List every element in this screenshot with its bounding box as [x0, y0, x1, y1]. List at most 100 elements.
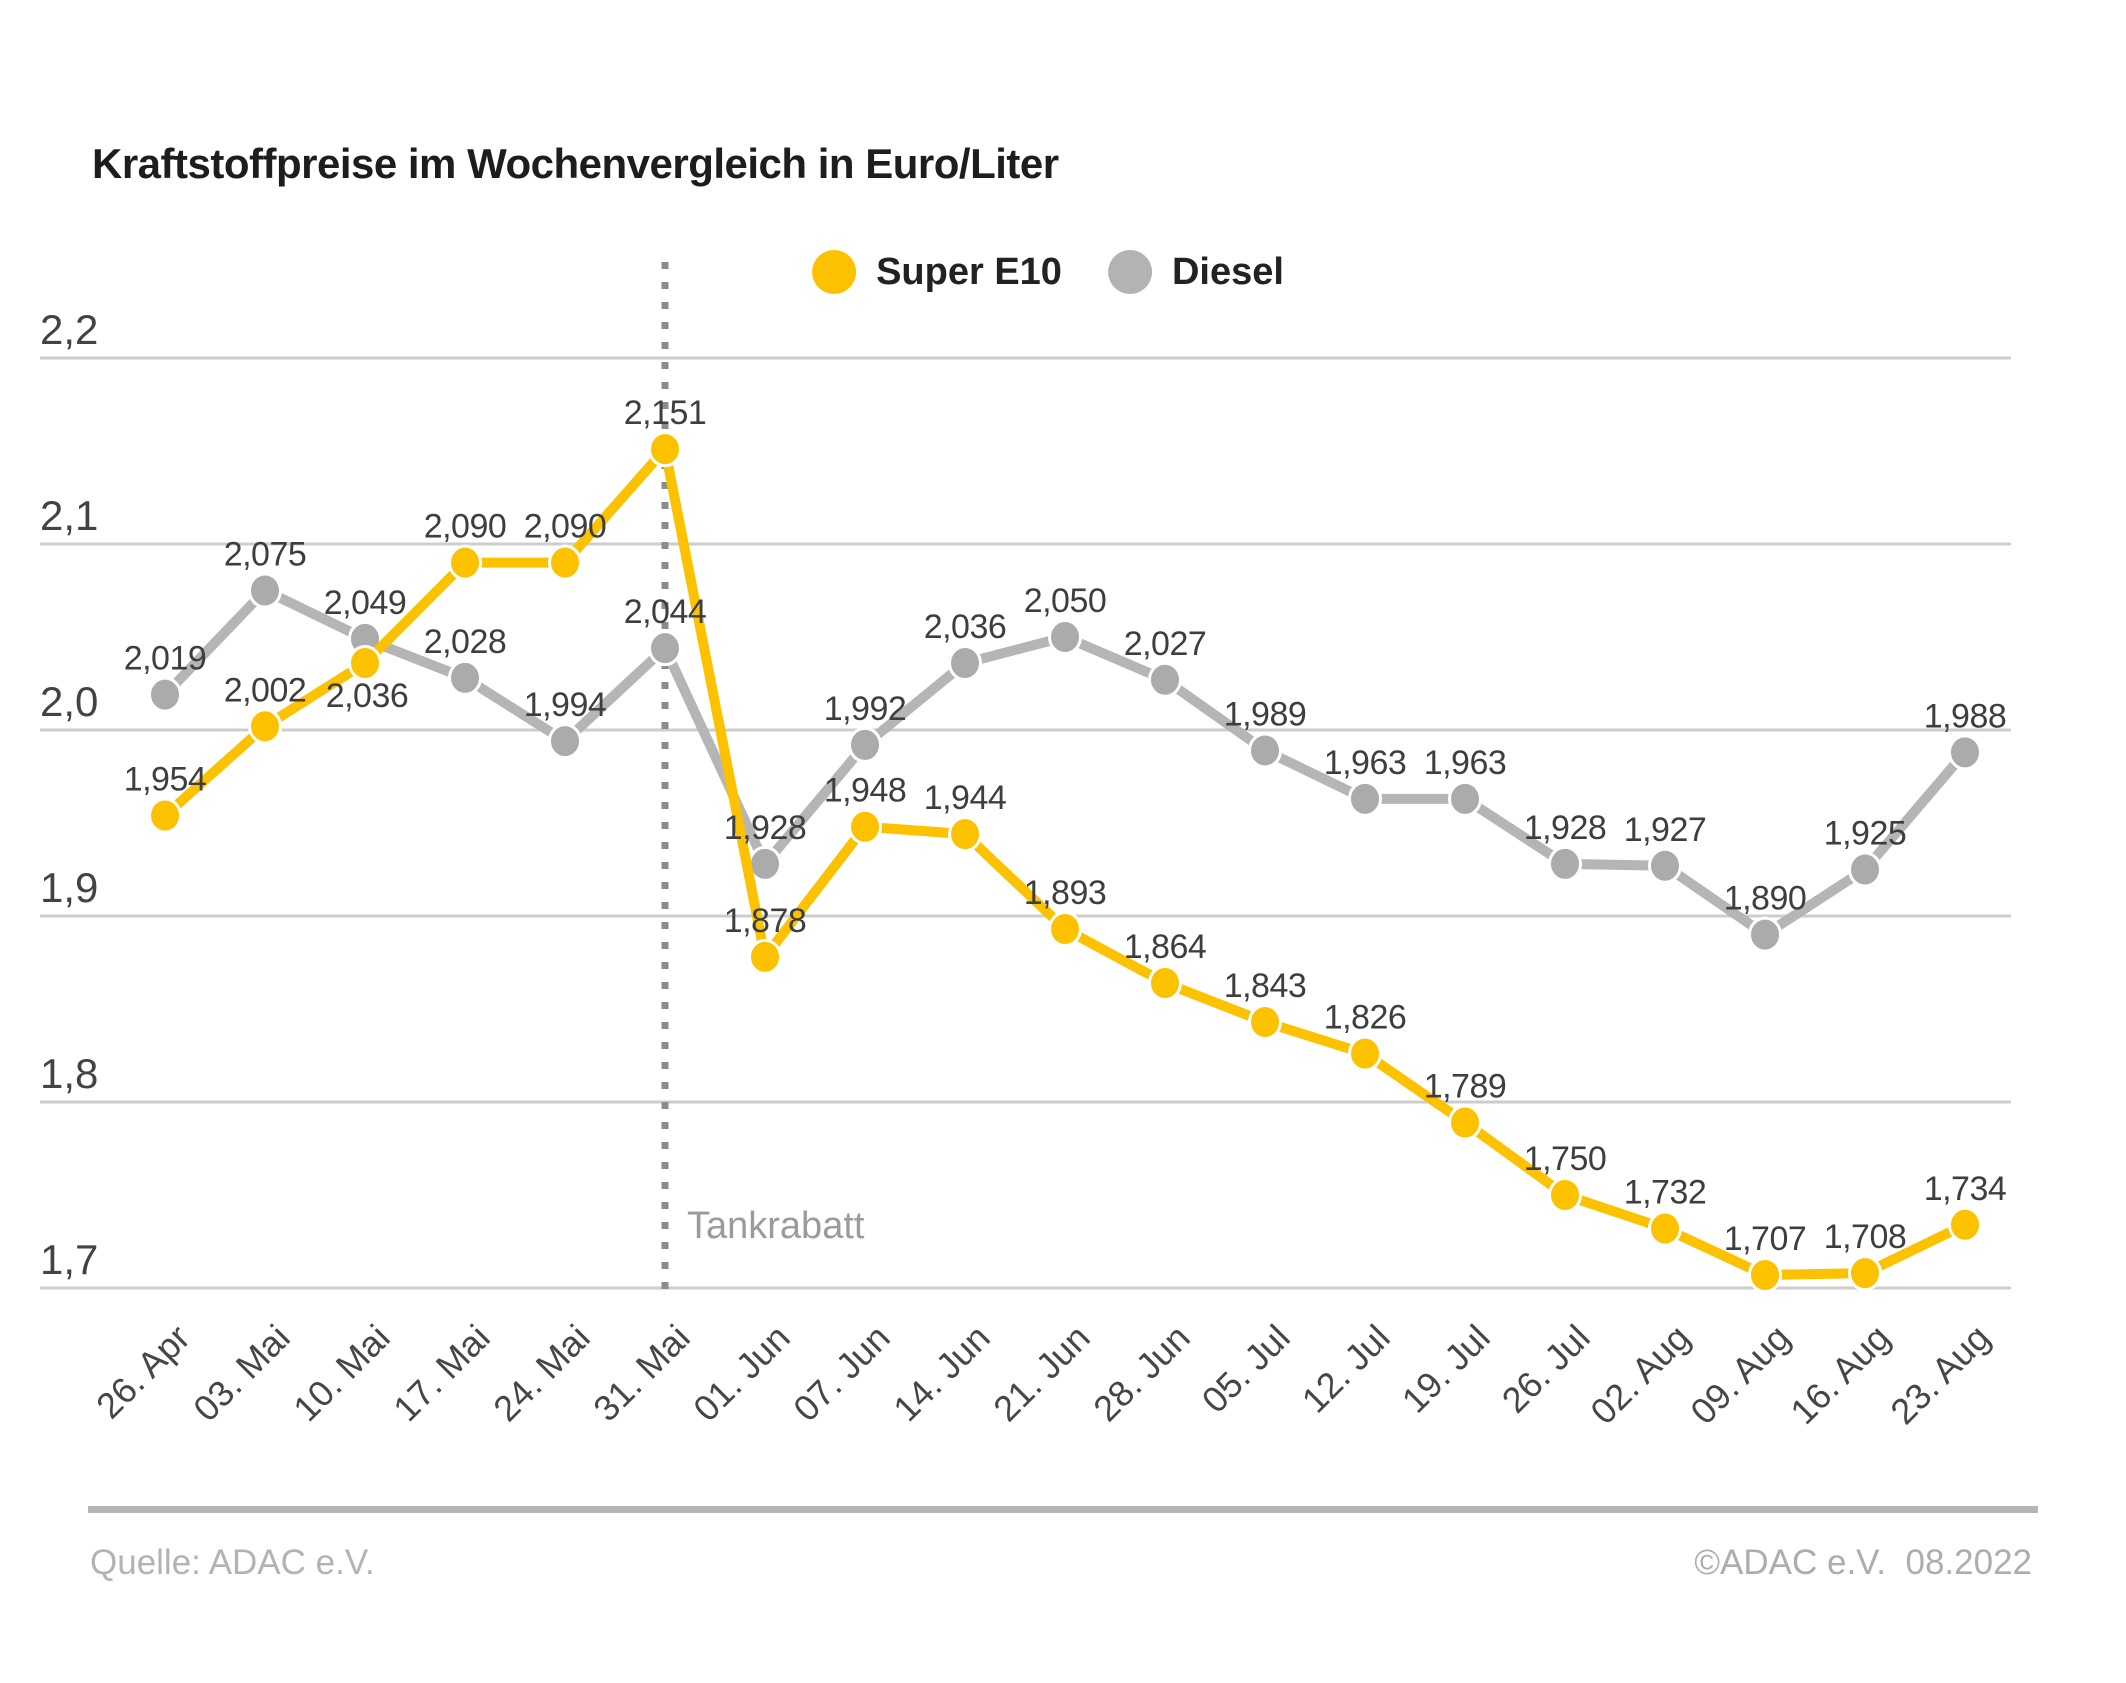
super-e10-data-point	[1648, 1210, 1682, 1247]
value-label: 1,864	[1124, 928, 1207, 966]
x-axis-label: 05. Jul	[1194, 1317, 1298, 1421]
legend-label-diesel: Diesel	[1171, 250, 1284, 293]
x-axis-label: 07. Jun	[785, 1317, 897, 1429]
super-e10-data-point	[948, 816, 982, 853]
y-axis-label: 2,2	[40, 306, 98, 353]
super-e10-data-point	[1248, 1004, 1282, 1041]
super-e10-data-point	[548, 544, 582, 581]
chart-title: Kraftstoffpreise im Wochenvergleich in E…	[92, 140, 1059, 187]
super-e10-swatch-icon	[812, 250, 857, 294]
x-axis-label: 21. Jun	[985, 1317, 1097, 1429]
diesel-data-point	[948, 645, 982, 682]
value-label: 2,090	[424, 508, 507, 546]
x-axis-label: 12. Jul	[1294, 1317, 1398, 1421]
super-e10-data-point	[448, 544, 482, 581]
value-label: 1,988	[1924, 697, 2007, 735]
value-label: 1,732	[1624, 1173, 1707, 1211]
super-e10-data-point	[1348, 1035, 1382, 1072]
diesel-data-point	[1948, 734, 1982, 771]
x-axis-label: 03. Mai	[185, 1317, 297, 1429]
super-e10-data-point	[348, 645, 382, 682]
value-label: 1,707	[1724, 1220, 1807, 1258]
value-label: 1,826	[1324, 999, 1407, 1037]
value-label: 1,843	[1224, 967, 1307, 1005]
x-axis-label: 28. Jun	[1085, 1317, 1197, 1429]
diesel-data-point	[248, 572, 282, 609]
super-e10-data-point	[748, 938, 782, 975]
value-label: 2,019	[124, 640, 207, 678]
super-e10-data-point	[1948, 1206, 1982, 1243]
x-axis-label: 10. Mai	[285, 1317, 397, 1429]
super-e10-data-point	[1048, 911, 1082, 948]
value-label: 1,890	[1724, 880, 1807, 918]
value-label: 1,989	[1224, 695, 1307, 733]
legend-item-super-e10: Super E10	[812, 250, 1062, 294]
value-label: 1,734	[1924, 1170, 2007, 1208]
diesel-data-point	[548, 723, 582, 760]
y-axis-label: 1,9	[40, 864, 98, 911]
x-axis-label: 19. Jul	[1394, 1317, 1498, 1421]
value-label: 1,878	[724, 902, 807, 940]
diesel-data-point	[148, 676, 182, 713]
value-label: 1,925	[1824, 815, 1907, 853]
value-label: 1,708	[1824, 1218, 1907, 1256]
value-label: 1,994	[524, 686, 607, 724]
x-axis-label: 14. Jun	[885, 1317, 997, 1429]
super-e10-line	[160, 444, 1970, 1280]
value-label: 2,151	[624, 394, 707, 432]
x-axis-label: 26. Apr	[88, 1317, 198, 1427]
diesel-data-point	[648, 630, 682, 667]
y-axis-label: 1,7	[40, 1236, 98, 1283]
value-label: 2,044	[624, 593, 707, 631]
super-e10-data-point	[1148, 964, 1182, 1001]
super-e10-data-point	[648, 431, 682, 468]
y-axis-label: 1,8	[40, 1050, 98, 1097]
value-label: 2,050	[1024, 582, 1107, 620]
value-label: 1,944	[924, 779, 1007, 817]
diesel-data-point	[1248, 732, 1282, 769]
legend-label-super-e10: Super E10	[876, 250, 1062, 293]
value-label: 1,750	[1524, 1140, 1607, 1178]
super-e10-data-point	[1548, 1177, 1582, 1213]
diesel-data-point	[1648, 847, 1682, 884]
value-label: 2,049	[324, 584, 407, 622]
copyright-text: ©ADAC e.V. 08.2022	[1694, 1543, 2032, 1582]
x-axis-label: 31. Mai	[585, 1317, 697, 1429]
diesel-data-point	[1548, 845, 1582, 882]
super-e10-data-point	[248, 708, 282, 745]
diesel-data-point	[1848, 851, 1882, 888]
super-e10-data-point	[1748, 1256, 1782, 1293]
value-label: 2,002	[224, 671, 307, 709]
value-label: 1,992	[824, 690, 907, 728]
value-label: 1,963	[1324, 744, 1407, 782]
super-e10-data-point	[1848, 1255, 1882, 1292]
footer-divider	[88, 1506, 2038, 1513]
diesel-data-point	[1148, 661, 1182, 698]
diesel-data-point	[1448, 780, 1482, 817]
super-e10-data-point	[148, 797, 182, 834]
x-axis-label: 16. Aug	[1782, 1317, 1897, 1432]
y-axis-label: 2,0	[40, 678, 98, 725]
legend: Super E10 Diesel	[812, 250, 1284, 294]
y-axis-label: 2,1	[40, 492, 98, 539]
super-e10-data-point	[848, 808, 882, 845]
x-axis-label: 01. Jun	[685, 1317, 797, 1429]
diesel-data-point	[1748, 916, 1782, 953]
diesel-data-point	[748, 845, 782, 882]
diesel-data-point	[848, 726, 882, 763]
value-label: 1,927	[1624, 811, 1707, 849]
x-axis-label: 02. Aug	[1582, 1317, 1697, 1432]
value-label: 2,075	[224, 536, 307, 574]
value-label: 1,893	[1024, 874, 1107, 912]
value-label: 2,027	[1124, 625, 1207, 663]
x-axis-label: 23. Aug	[1882, 1317, 1997, 1432]
super-e10-data-point	[1448, 1104, 1482, 1141]
diesel-swatch-icon	[1107, 250, 1152, 294]
value-label: 1,963	[1424, 744, 1507, 782]
value-label: 2,028	[424, 623, 507, 661]
legend-item-diesel: Diesel	[1107, 250, 1284, 294]
x-axis-label: 17. Mai	[385, 1317, 497, 1429]
source-text: Quelle: ADAC e.V.	[90, 1543, 375, 1582]
value-label: 1,789	[1424, 1067, 1507, 1105]
